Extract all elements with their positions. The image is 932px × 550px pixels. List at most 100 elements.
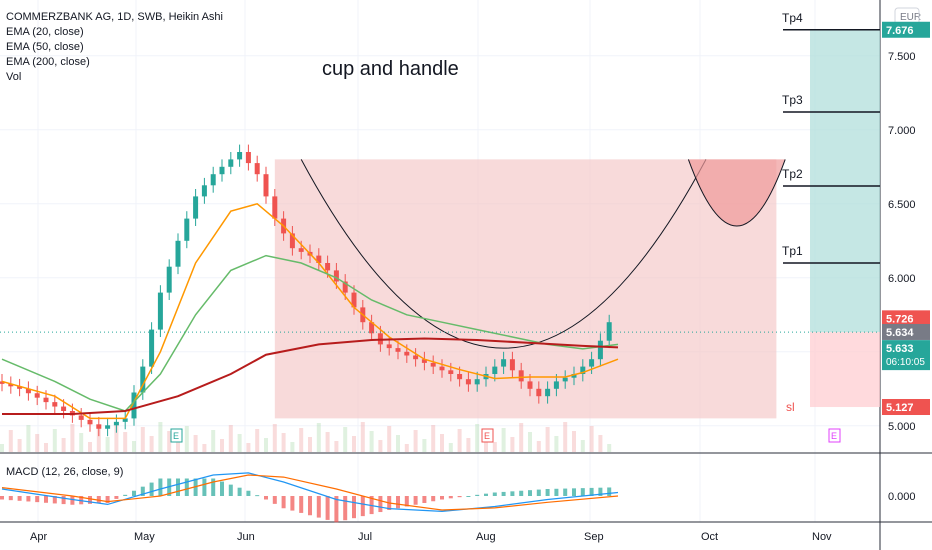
- macd-histogram-bar: [334, 496, 339, 523]
- candle-body: [571, 374, 577, 378]
- candle-body: [395, 348, 401, 352]
- candle-body: [228, 159, 234, 167]
- macd-histogram-bar: [17, 496, 22, 501]
- macd-histogram-bar: [299, 496, 304, 513]
- volume-bar: [114, 423, 119, 452]
- y-tick-label: 6.500: [888, 199, 916, 211]
- macd-histogram-bar: [563, 488, 568, 496]
- volume-bar: [17, 439, 22, 452]
- volume-bar: [0, 444, 4, 452]
- y-tick-label: 5.000: [888, 421, 916, 433]
- candle-body: [536, 388, 542, 397]
- countdown-label: 06:10:05: [886, 357, 925, 368]
- volume-legend: Vol: [6, 71, 22, 83]
- ema200-legend: EMA (200, close): [6, 56, 90, 68]
- macd-histogram-bar: [70, 496, 75, 505]
- y-tick-label: 7.500: [888, 51, 916, 63]
- candle-body: [342, 281, 348, 293]
- candle-body: [272, 196, 278, 219]
- macd-histogram-bar: [360, 496, 365, 517]
- macd-histogram-bar: [475, 494, 480, 496]
- volume-bar: [387, 426, 392, 452]
- candle-body: [404, 351, 410, 356]
- volume-bar: [475, 424, 480, 452]
- macd-histogram-bar: [52, 496, 57, 504]
- candle-body: [351, 292, 357, 308]
- volume-bar: [457, 429, 462, 452]
- macd-histogram-bar: [343, 496, 348, 521]
- volume-bar: [598, 435, 603, 452]
- macd-histogram-bar: [431, 496, 436, 502]
- macd-histogram-bar: [580, 488, 585, 496]
- macd-histogram-bar: [132, 490, 136, 496]
- macd-histogram-bar: [466, 496, 471, 497]
- target-label: Tp2: [782, 167, 803, 181]
- volume-bar: [580, 440, 585, 452]
- volume-bar: [563, 422, 568, 452]
- candle-body: [457, 374, 463, 380]
- macd-histogram-bar: [149, 482, 154, 496]
- candle-body: [34, 393, 40, 398]
- macd-histogram-bar: [545, 489, 550, 496]
- macd-histogram-bar: [26, 496, 31, 502]
- volume-bar: [44, 443, 48, 452]
- volume-bar: [88, 442, 92, 452]
- currency-label: EUR: [900, 12, 921, 23]
- earnings-marker-label: E: [484, 431, 490, 441]
- ema50-legend: EMA (50, close): [6, 41, 84, 53]
- volume-bar: [61, 438, 66, 452]
- volume-bar: [167, 431, 172, 452]
- macd-histogram-bar: [572, 488, 576, 496]
- candle-body: [316, 255, 322, 263]
- symbol-title: COMMERZBANK AG, 1D, SWB, Heikin Ashi: [6, 11, 223, 23]
- volume-bar: [501, 428, 506, 452]
- stop-zone: [810, 332, 880, 408]
- price-tag: [882, 323, 930, 340]
- volume-bar: [528, 432, 532, 452]
- candle-body: [325, 263, 331, 271]
- candle-body: [263, 174, 269, 197]
- volume-bar: [176, 440, 180, 452]
- macd-histogram-bar: [396, 496, 400, 509]
- volume-bar: [123, 432, 128, 452]
- price-tag-label: 5.726: [886, 313, 914, 325]
- volume-bar: [211, 430, 216, 452]
- ema50-line: [1, 254, 619, 412]
- price-tag: [882, 399, 930, 416]
- volume-bar: [184, 426, 189, 452]
- volume-bar: [466, 438, 471, 452]
- volume-bar: [404, 444, 409, 452]
- current-price-label: 5.633: [886, 343, 914, 355]
- macd-histogram-bar: [264, 496, 268, 500]
- price-tag: [882, 310, 930, 327]
- price-tag: [882, 21, 930, 38]
- candle-body: [509, 359, 515, 371]
- macd-histogram-bar: [325, 496, 330, 520]
- volume-bar: [352, 436, 356, 452]
- candle-body: [157, 292, 163, 330]
- candle-body: [545, 388, 551, 397]
- volume-bar: [132, 441, 136, 452]
- y-tick-label: 7.000: [888, 125, 916, 137]
- candle-body: [43, 397, 49, 403]
- candle-body: [518, 370, 524, 382]
- macd-histogram-bar: [246, 490, 251, 496]
- candle-body: [113, 421, 119, 426]
- volume-bar: [105, 437, 110, 452]
- earnings-marker: [170, 428, 183, 443]
- x-tick-label: Aug: [476, 531, 496, 543]
- macd-histogram-bar: [316, 496, 321, 518]
- volume-bar: [96, 428, 101, 452]
- macd-histogram-bar: [501, 491, 506, 496]
- macd-histogram-bar: [220, 481, 224, 496]
- volume-bar: [281, 433, 286, 452]
- candle-body: [562, 377, 568, 382]
- candle-body: [96, 424, 102, 429]
- price-tag-label: 5.634: [886, 327, 914, 339]
- volume-bar: [79, 433, 84, 452]
- volume-bar: [35, 434, 40, 452]
- price-tag-label: 7.676: [886, 25, 914, 37]
- price-tag-label: 5.127: [886, 402, 914, 414]
- macd-histogram-bar: [88, 496, 92, 504]
- macd-histogram-bar: [607, 487, 612, 496]
